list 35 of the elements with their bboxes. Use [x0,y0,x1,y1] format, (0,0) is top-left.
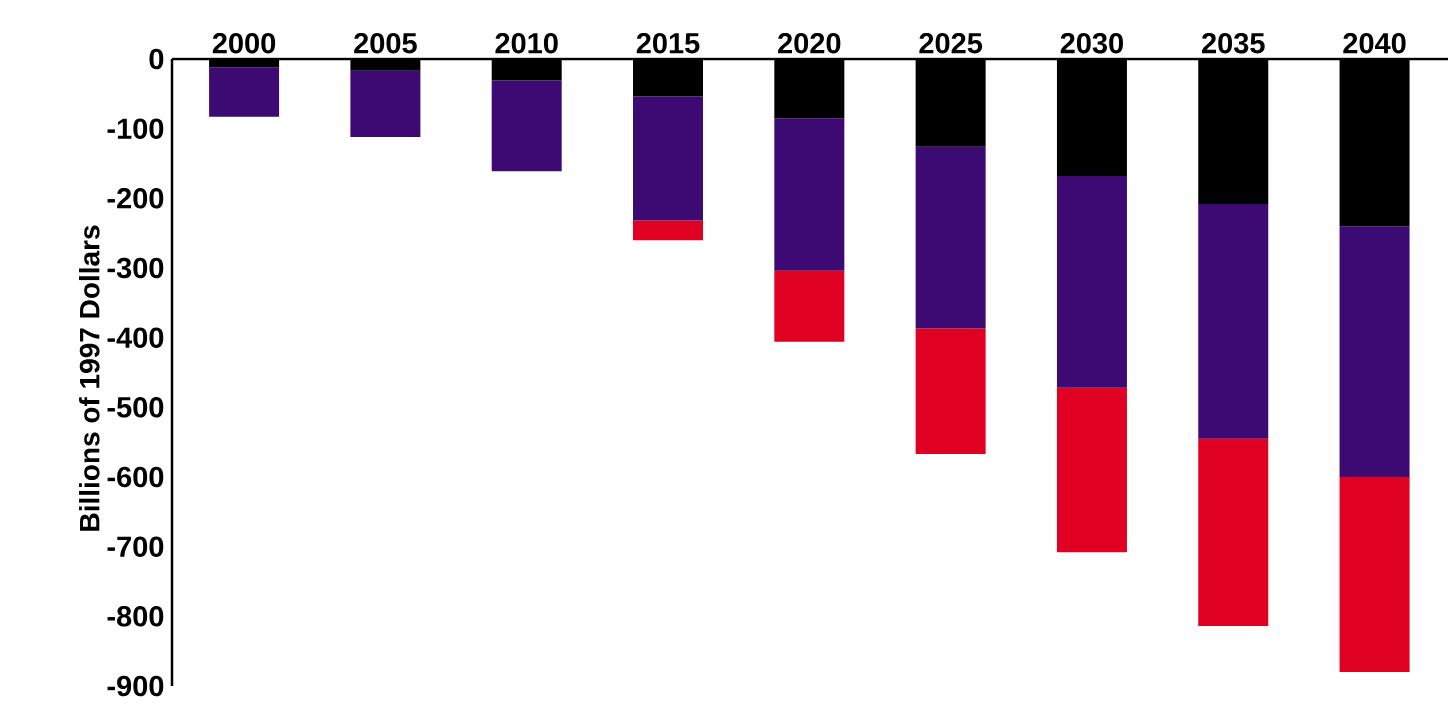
x-tick-label: 2010 [495,32,558,54]
bar [209,67,280,117]
x-tick-label: 2040 [1343,32,1406,54]
bar [1339,226,1410,477]
y-tick-label: -300 [107,257,164,279]
bar [1056,387,1127,553]
y-tick-label: -100 [107,118,164,139]
bar [1056,176,1127,388]
bar [633,220,704,241]
bar [491,80,562,172]
y-tick-label: -800 [107,606,164,627]
x-tick-label: 2035 [1202,32,1265,54]
y-tick-label: -900 [107,675,164,697]
bar [774,118,845,271]
y-tick-label: -500 [107,397,164,418]
y-tick-label: -200 [107,188,164,209]
x-tick-label: 2005 [354,32,417,54]
x-tick-label: 2015 [636,32,700,54]
bar [1339,476,1410,673]
x-tick-label: 2020 [778,32,841,54]
bar [915,328,986,454]
y-tick-label: -600 [107,466,164,488]
x-tick-label: 2000 [212,32,276,54]
x-tick-label: 2025 [919,32,983,54]
y-axis-title: Billions of 1997 Dollars [79,225,100,531]
bar [1198,203,1269,439]
y-tick-label: -700 [107,536,164,557]
y-tick-label: 0 [149,48,164,70]
bar [915,146,986,329]
bar [350,70,421,138]
bar [774,270,845,342]
y-tick-label: -400 [107,327,164,348]
bar [633,96,704,221]
bar [1198,438,1269,627]
x-tick-label: 2030 [1060,32,1123,54]
